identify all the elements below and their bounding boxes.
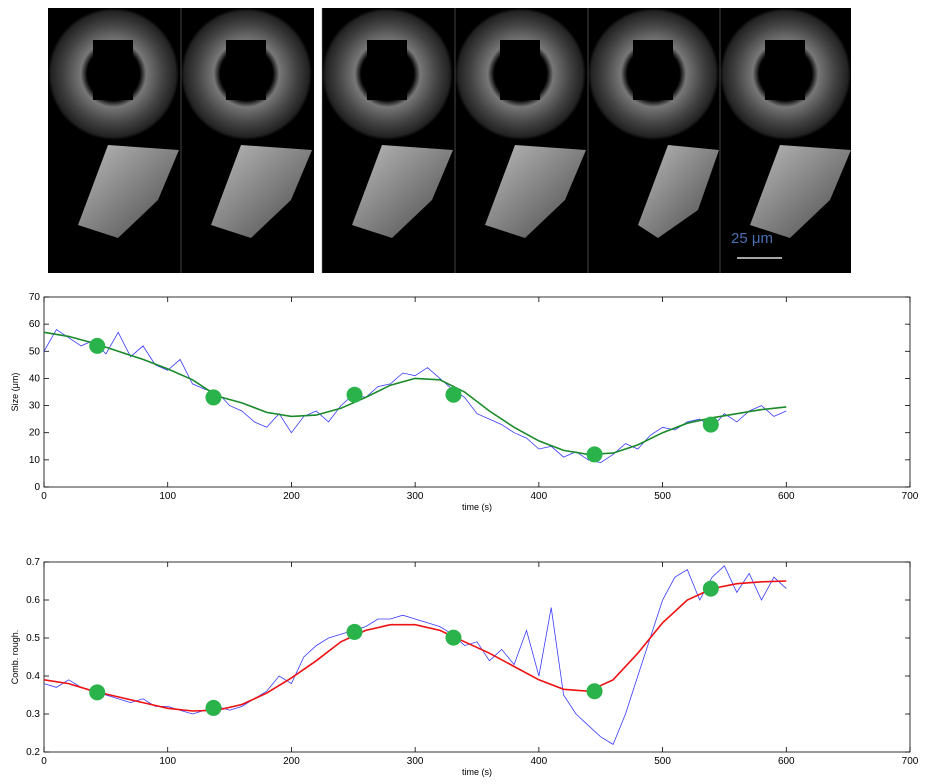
ring-hole [93, 40, 133, 100]
x-tick-label: 0 [41, 756, 47, 767]
plot-area [43, 561, 911, 753]
x-tick-label: 600 [778, 756, 795, 767]
crystal [78, 145, 179, 238]
data-point [445, 386, 462, 403]
ring-hole [633, 40, 673, 100]
data-point [205, 389, 222, 406]
y-tick-label: 0.3 [26, 709, 40, 720]
y-tick-label: 0.5 [26, 633, 40, 644]
ring-hole [226, 40, 266, 100]
crystal [750, 145, 851, 238]
data-point [346, 623, 363, 640]
data-point [586, 446, 603, 463]
crystal [485, 145, 586, 238]
x-tick-label: 500 [654, 491, 671, 502]
data-line [43, 329, 787, 464]
x-tick-label: 200 [283, 491, 300, 502]
data-line [43, 331, 787, 456]
data-point [89, 684, 106, 701]
data-line [43, 580, 787, 712]
x-tick-label: 600 [778, 491, 795, 502]
y-tick-label: 0.4 [26, 671, 40, 682]
plot-area [43, 296, 911, 488]
data-point [702, 416, 719, 433]
crystal [352, 145, 453, 238]
y-tick-label: 50 [29, 346, 41, 357]
y-tick-label: 0 [34, 482, 40, 493]
ring-hole [500, 40, 540, 100]
data-point [702, 580, 719, 597]
ring-hole [765, 40, 805, 100]
data-point [205, 699, 222, 716]
ring-hole [367, 40, 407, 100]
x-tick-label: 300 [407, 491, 424, 502]
crystal [638, 145, 719, 238]
x-tick-label: 200 [283, 756, 300, 767]
scale-bar-label: 25 μm [731, 230, 773, 247]
y-tick-label: 0.6 [26, 595, 40, 606]
y-tick-label: 30 [29, 401, 41, 412]
y-tick-label: 20 [29, 428, 41, 439]
x-axis-label: time (s) [462, 502, 492, 512]
x-tick-label: 700 [902, 491, 919, 502]
x-tick-label: 100 [159, 491, 176, 502]
x-tick-label: 0 [41, 491, 47, 502]
y-tick-label: 70 [29, 292, 41, 303]
data-line [43, 565, 787, 745]
x-tick-label: 700 [902, 756, 919, 767]
data-point [89, 337, 106, 354]
y-axis-label: Size (μm) [10, 373, 20, 412]
x-tick-label: 400 [531, 491, 548, 502]
y-tick-label: 40 [29, 373, 41, 384]
x-tick-label: 500 [654, 756, 671, 767]
micrograph-panels: 25 μm [48, 8, 851, 273]
data-point [445, 629, 462, 646]
chart: 0 100 200 300 400 500 600 700 0.2 0.3 0.4 0.5 0.6 0.7… [10, 557, 919, 777]
x-tick-label: 100 [159, 756, 176, 767]
y-tick-label: 0.2 [26, 747, 40, 758]
data-point [346, 386, 363, 403]
x-tick-label: 400 [531, 756, 548, 767]
y-tick-label: 10 [29, 455, 41, 466]
chart: 0 100 200 300 400 500 600 700 0 10 20 30 40 50 60 70 tim… [10, 292, 919, 512]
crystal [211, 145, 312, 238]
x-tick-label: 300 [407, 756, 424, 767]
y-tick-label: 60 [29, 319, 41, 330]
data-point [586, 683, 603, 700]
y-axis-label: Comb. rough. [10, 630, 20, 685]
y-tick-label: 0.7 [26, 557, 40, 568]
x-axis-label: time (s) [462, 767, 492, 777]
